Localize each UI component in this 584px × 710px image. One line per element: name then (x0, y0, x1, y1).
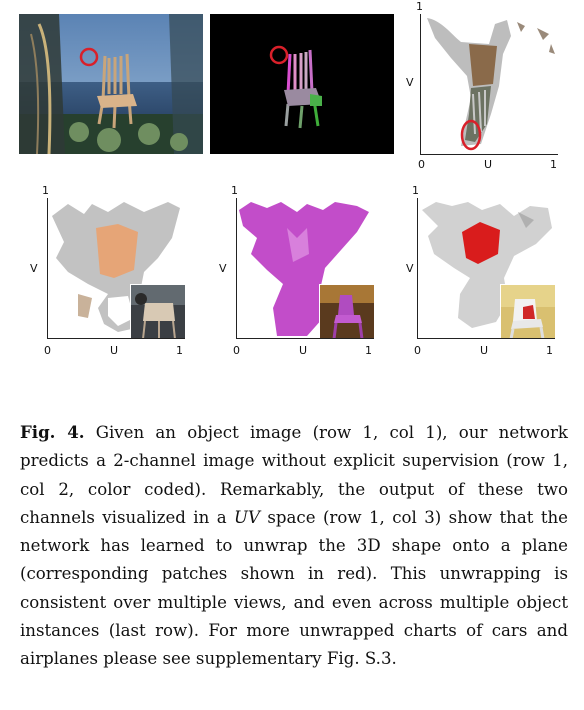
u-tick-0: 0 (414, 344, 421, 357)
v-tick-1: 1 (412, 184, 419, 197)
highlight-circle (79, 47, 99, 67)
figure-label: Fig. 4. (20, 422, 85, 442)
inset-photo (319, 284, 374, 338)
caption-uv-term: UV (234, 507, 260, 527)
u-axis-label: U (484, 158, 493, 171)
u-tick-1: 1 (550, 158, 557, 171)
uv-chart-row1: 1 V 0 U 1 (400, 0, 570, 180)
caption-text-2: space (row 1, col 3) show that the netwo… (20, 507, 568, 669)
v-axis-label: V (30, 262, 38, 275)
v-axis-label: V (219, 262, 227, 275)
u-tick-0: 0 (44, 344, 51, 357)
v-tick-1: 1 (42, 184, 49, 197)
input-chair-photo (19, 14, 203, 154)
v-tick-1: 1 (231, 184, 238, 197)
caption-text-1: Given an object image (row 1, col 1), ou… (20, 423, 568, 527)
uv-chart-row2-col3: 1 V 0 U 1 (400, 180, 570, 365)
predicted-two-channel-image (210, 14, 394, 154)
u-axis-label: U (299, 344, 308, 357)
v-tick-1: 1 (416, 0, 423, 13)
inset-photo (500, 284, 555, 338)
highlight-circle-2 (269, 45, 289, 65)
u-tick-1: 1 (365, 344, 372, 357)
v-axis-label: V (406, 76, 414, 89)
highlight-ellipse (460, 119, 482, 151)
u-tick-1: 1 (546, 344, 553, 357)
u-axis-label: U (480, 344, 489, 357)
u-axis-label: U (110, 344, 119, 357)
uv-chart-row2-col2: 1 V 0 U 1 (219, 180, 389, 365)
v-axis-label: V (406, 262, 414, 275)
u-tick-1: 1 (176, 344, 183, 357)
inset-photo (130, 284, 185, 338)
u-tick-0: 0 (233, 344, 240, 357)
uv-chart-row2-col1: 1 V 0 U 1 (30, 180, 200, 365)
figure-caption: Fig. 4. Given an object image (row 1, co… (20, 418, 568, 674)
u-tick-0: 0 (418, 158, 425, 171)
